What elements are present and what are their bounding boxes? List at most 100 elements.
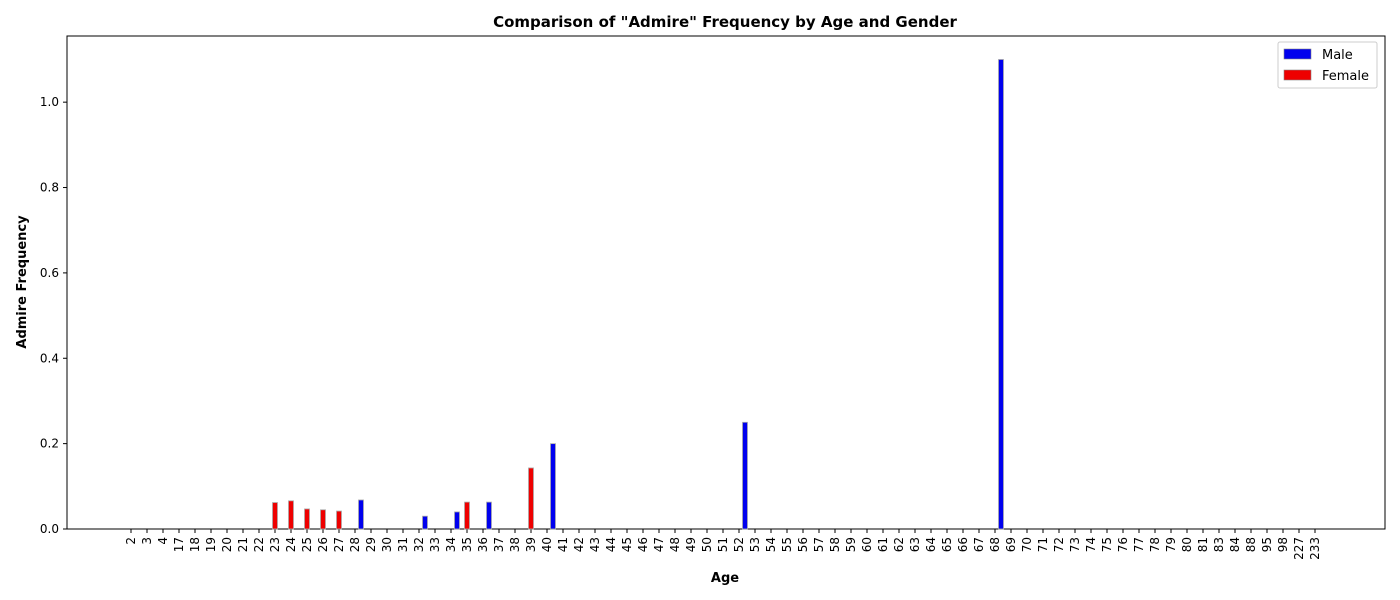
x-tick-label: 20 bbox=[220, 537, 234, 552]
x-tick-label: 53 bbox=[748, 537, 762, 552]
x-tick-label: 68 bbox=[988, 537, 1002, 552]
legend-swatch-female bbox=[1283, 69, 1312, 81]
bar-female-35 bbox=[464, 501, 470, 530]
x-tick-label: 48 bbox=[668, 537, 682, 552]
bars bbox=[272, 59, 1004, 530]
bar-male-40 bbox=[550, 443, 556, 530]
bar-female-23 bbox=[272, 502, 278, 530]
x-tick-label: 79 bbox=[1164, 537, 1178, 552]
x-tick-label: 84 bbox=[1228, 537, 1242, 552]
x-tick-label: 95 bbox=[1260, 537, 1274, 552]
y-axis-label: Admire Frequency bbox=[15, 215, 30, 349]
bar-male-36 bbox=[486, 501, 492, 530]
x-tick-label: 88 bbox=[1244, 537, 1258, 552]
x-tick-label: 83 bbox=[1212, 537, 1226, 552]
y-axis: 0.0 0.2 0.4 0.6 0.8 1.0 bbox=[40, 95, 67, 536]
x-tick-label: 36 bbox=[476, 537, 490, 552]
x-tick-label: 69 bbox=[1004, 537, 1018, 552]
x-tick-label: 46 bbox=[636, 537, 650, 552]
x-tick-label: 23 bbox=[268, 537, 282, 552]
bar-female-39 bbox=[528, 467, 534, 530]
x-tick-label: 71 bbox=[1036, 537, 1050, 552]
x-tick-label: 33 bbox=[428, 537, 442, 552]
y-tick-label: 0.6 bbox=[40, 266, 59, 280]
bar-male-68 bbox=[998, 59, 1004, 530]
x-tick-label: 17 bbox=[172, 537, 186, 552]
x-tick-label: 3 bbox=[140, 537, 154, 545]
x-tick-label: 73 bbox=[1068, 537, 1082, 552]
bar-male-32 bbox=[422, 515, 428, 530]
legend: Male Female bbox=[1277, 41, 1378, 89]
x-tick-label: 35 bbox=[460, 537, 474, 552]
x-tick-label: 2 bbox=[124, 537, 138, 545]
x-tick-label: 74 bbox=[1084, 537, 1098, 552]
x-tick-label: 26 bbox=[316, 537, 330, 552]
x-tick-label: 39 bbox=[524, 537, 538, 552]
x-tick-label: 52 bbox=[732, 537, 746, 552]
x-tick-label: 50 bbox=[700, 537, 714, 552]
x-tick-label: 45 bbox=[620, 537, 634, 552]
x-tick-label: 56 bbox=[796, 537, 810, 552]
x-tick-label: 233 bbox=[1308, 537, 1322, 560]
x-tick-label: 66 bbox=[956, 537, 970, 552]
x-tick-label: 98 bbox=[1276, 537, 1290, 552]
x-tick-label: 77 bbox=[1132, 537, 1146, 552]
x-tick-label: 227 bbox=[1292, 537, 1306, 560]
x-tick-label: 72 bbox=[1052, 537, 1066, 552]
x-tick-label: 44 bbox=[604, 537, 618, 552]
x-tick-label: 37 bbox=[492, 537, 506, 552]
x-tick-label: 60 bbox=[860, 537, 874, 552]
x-tick-label: 64 bbox=[924, 537, 938, 552]
chart-title: Comparison of "Admire" Frequency by Age … bbox=[493, 13, 957, 31]
legend-swatch-male bbox=[1283, 48, 1312, 60]
x-tick-label: 21 bbox=[236, 537, 250, 552]
x-tick-label: 49 bbox=[684, 537, 698, 552]
x-tick-label: 28 bbox=[348, 537, 362, 552]
x-tick-label: 31 bbox=[396, 537, 410, 552]
bar-female-25 bbox=[304, 508, 310, 530]
x-tick-label: 54 bbox=[764, 537, 778, 552]
x-tick-label: 4 bbox=[156, 537, 170, 545]
x-tick-label: 57 bbox=[812, 537, 826, 552]
x-tick-label: 61 bbox=[876, 537, 890, 552]
x-tick-label: 19 bbox=[204, 537, 218, 552]
y-tick-label: 1.0 bbox=[40, 95, 59, 109]
x-tick-label: 30 bbox=[380, 537, 394, 552]
x-tick-label: 38 bbox=[508, 537, 522, 552]
x-tick-label: 63 bbox=[908, 537, 922, 552]
bar-male-52 bbox=[742, 421, 748, 530]
x-tick-label: 41 bbox=[556, 537, 570, 552]
bar-female-27 bbox=[336, 510, 342, 530]
x-tick-label: 75 bbox=[1100, 537, 1114, 552]
x-tick-label: 43 bbox=[588, 537, 602, 552]
y-tick-label: 0.2 bbox=[40, 437, 59, 451]
bar-female-26 bbox=[320, 509, 326, 530]
x-tick-label: 78 bbox=[1148, 537, 1162, 552]
x-tick-label: 24 bbox=[284, 537, 298, 552]
x-tick-label: 65 bbox=[940, 537, 954, 552]
x-tick-label: 40 bbox=[540, 537, 554, 552]
x-tick-label: 34 bbox=[444, 537, 458, 552]
x-tick-label: 29 bbox=[364, 537, 378, 552]
x-tick-label: 51 bbox=[716, 537, 730, 552]
x-tick-label: 25 bbox=[300, 537, 314, 552]
x-tick-label: 58 bbox=[828, 537, 842, 552]
x-tick-label: 27 bbox=[332, 537, 346, 552]
x-tick-label: 18 bbox=[188, 537, 202, 552]
bar-male-28 bbox=[358, 499, 364, 530]
bar-male-34 bbox=[454, 511, 460, 530]
y-tick-label: 0.4 bbox=[40, 351, 59, 365]
x-tick-label: 67 bbox=[972, 537, 986, 552]
x-tick-label: 55 bbox=[780, 537, 794, 552]
x-tick-label: 62 bbox=[892, 537, 906, 552]
x-axis: 2 3 4 17 18 19 20 21 22 23 24 25 26 27 28 29 30 31 32 33 34 3… bbox=[124, 529, 1322, 560]
x-axis-label: Age bbox=[711, 571, 739, 586]
x-tick-label: 32 bbox=[412, 537, 426, 552]
x-tick-label: 80 bbox=[1180, 537, 1194, 552]
x-tick-label: 70 bbox=[1020, 537, 1034, 552]
x-tick-label: 42 bbox=[572, 537, 586, 552]
x-tick-label: 47 bbox=[652, 537, 666, 552]
legend-label-female: Female bbox=[1322, 69, 1369, 84]
legend-label-male: Male bbox=[1322, 48, 1353, 63]
